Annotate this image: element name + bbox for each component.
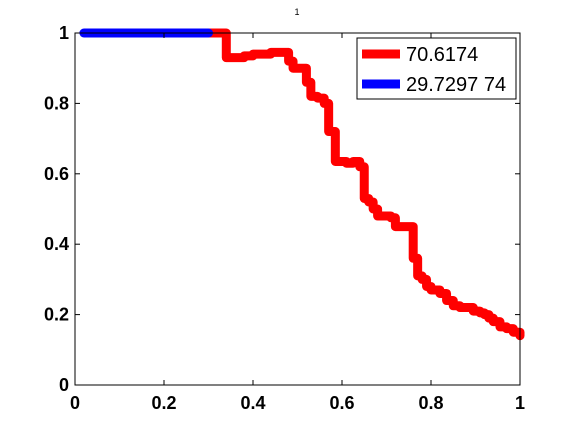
x-tick-label: 0.2: [151, 393, 176, 413]
y-tick-label: 1: [59, 23, 69, 43]
series-line-0: [204, 28, 525, 341]
x-tick-label: 0.6: [329, 393, 354, 413]
legend-label-1: 29.7297 74: [406, 74, 506, 96]
x-tick-label: 0: [70, 393, 80, 413]
y-tick-label: 0.4: [44, 234, 69, 254]
x-tick-label: 0.4: [240, 393, 265, 413]
y-tick-label: 0.2: [44, 305, 69, 325]
y-tick-label: 0.8: [44, 93, 69, 113]
legend: 70.6174 29.7297 74: [356, 37, 517, 100]
ticks-layer: 0 0.2 0.4 0.6 0.8 1 0 0.2 0.4 0.6 0.8 1: [44, 23, 525, 413]
legend-box: [356, 37, 517, 100]
y-tick-label: 0.6: [44, 164, 69, 184]
legend-label-0: 70.6174: [406, 44, 478, 66]
axes-box: [74, 32, 521, 386]
x-tick-label: 1: [515, 393, 525, 413]
y-tick-label: 0: [59, 375, 69, 395]
chart-title: 1: [294, 7, 299, 17]
x-tick-label: 0.8: [418, 393, 443, 413]
